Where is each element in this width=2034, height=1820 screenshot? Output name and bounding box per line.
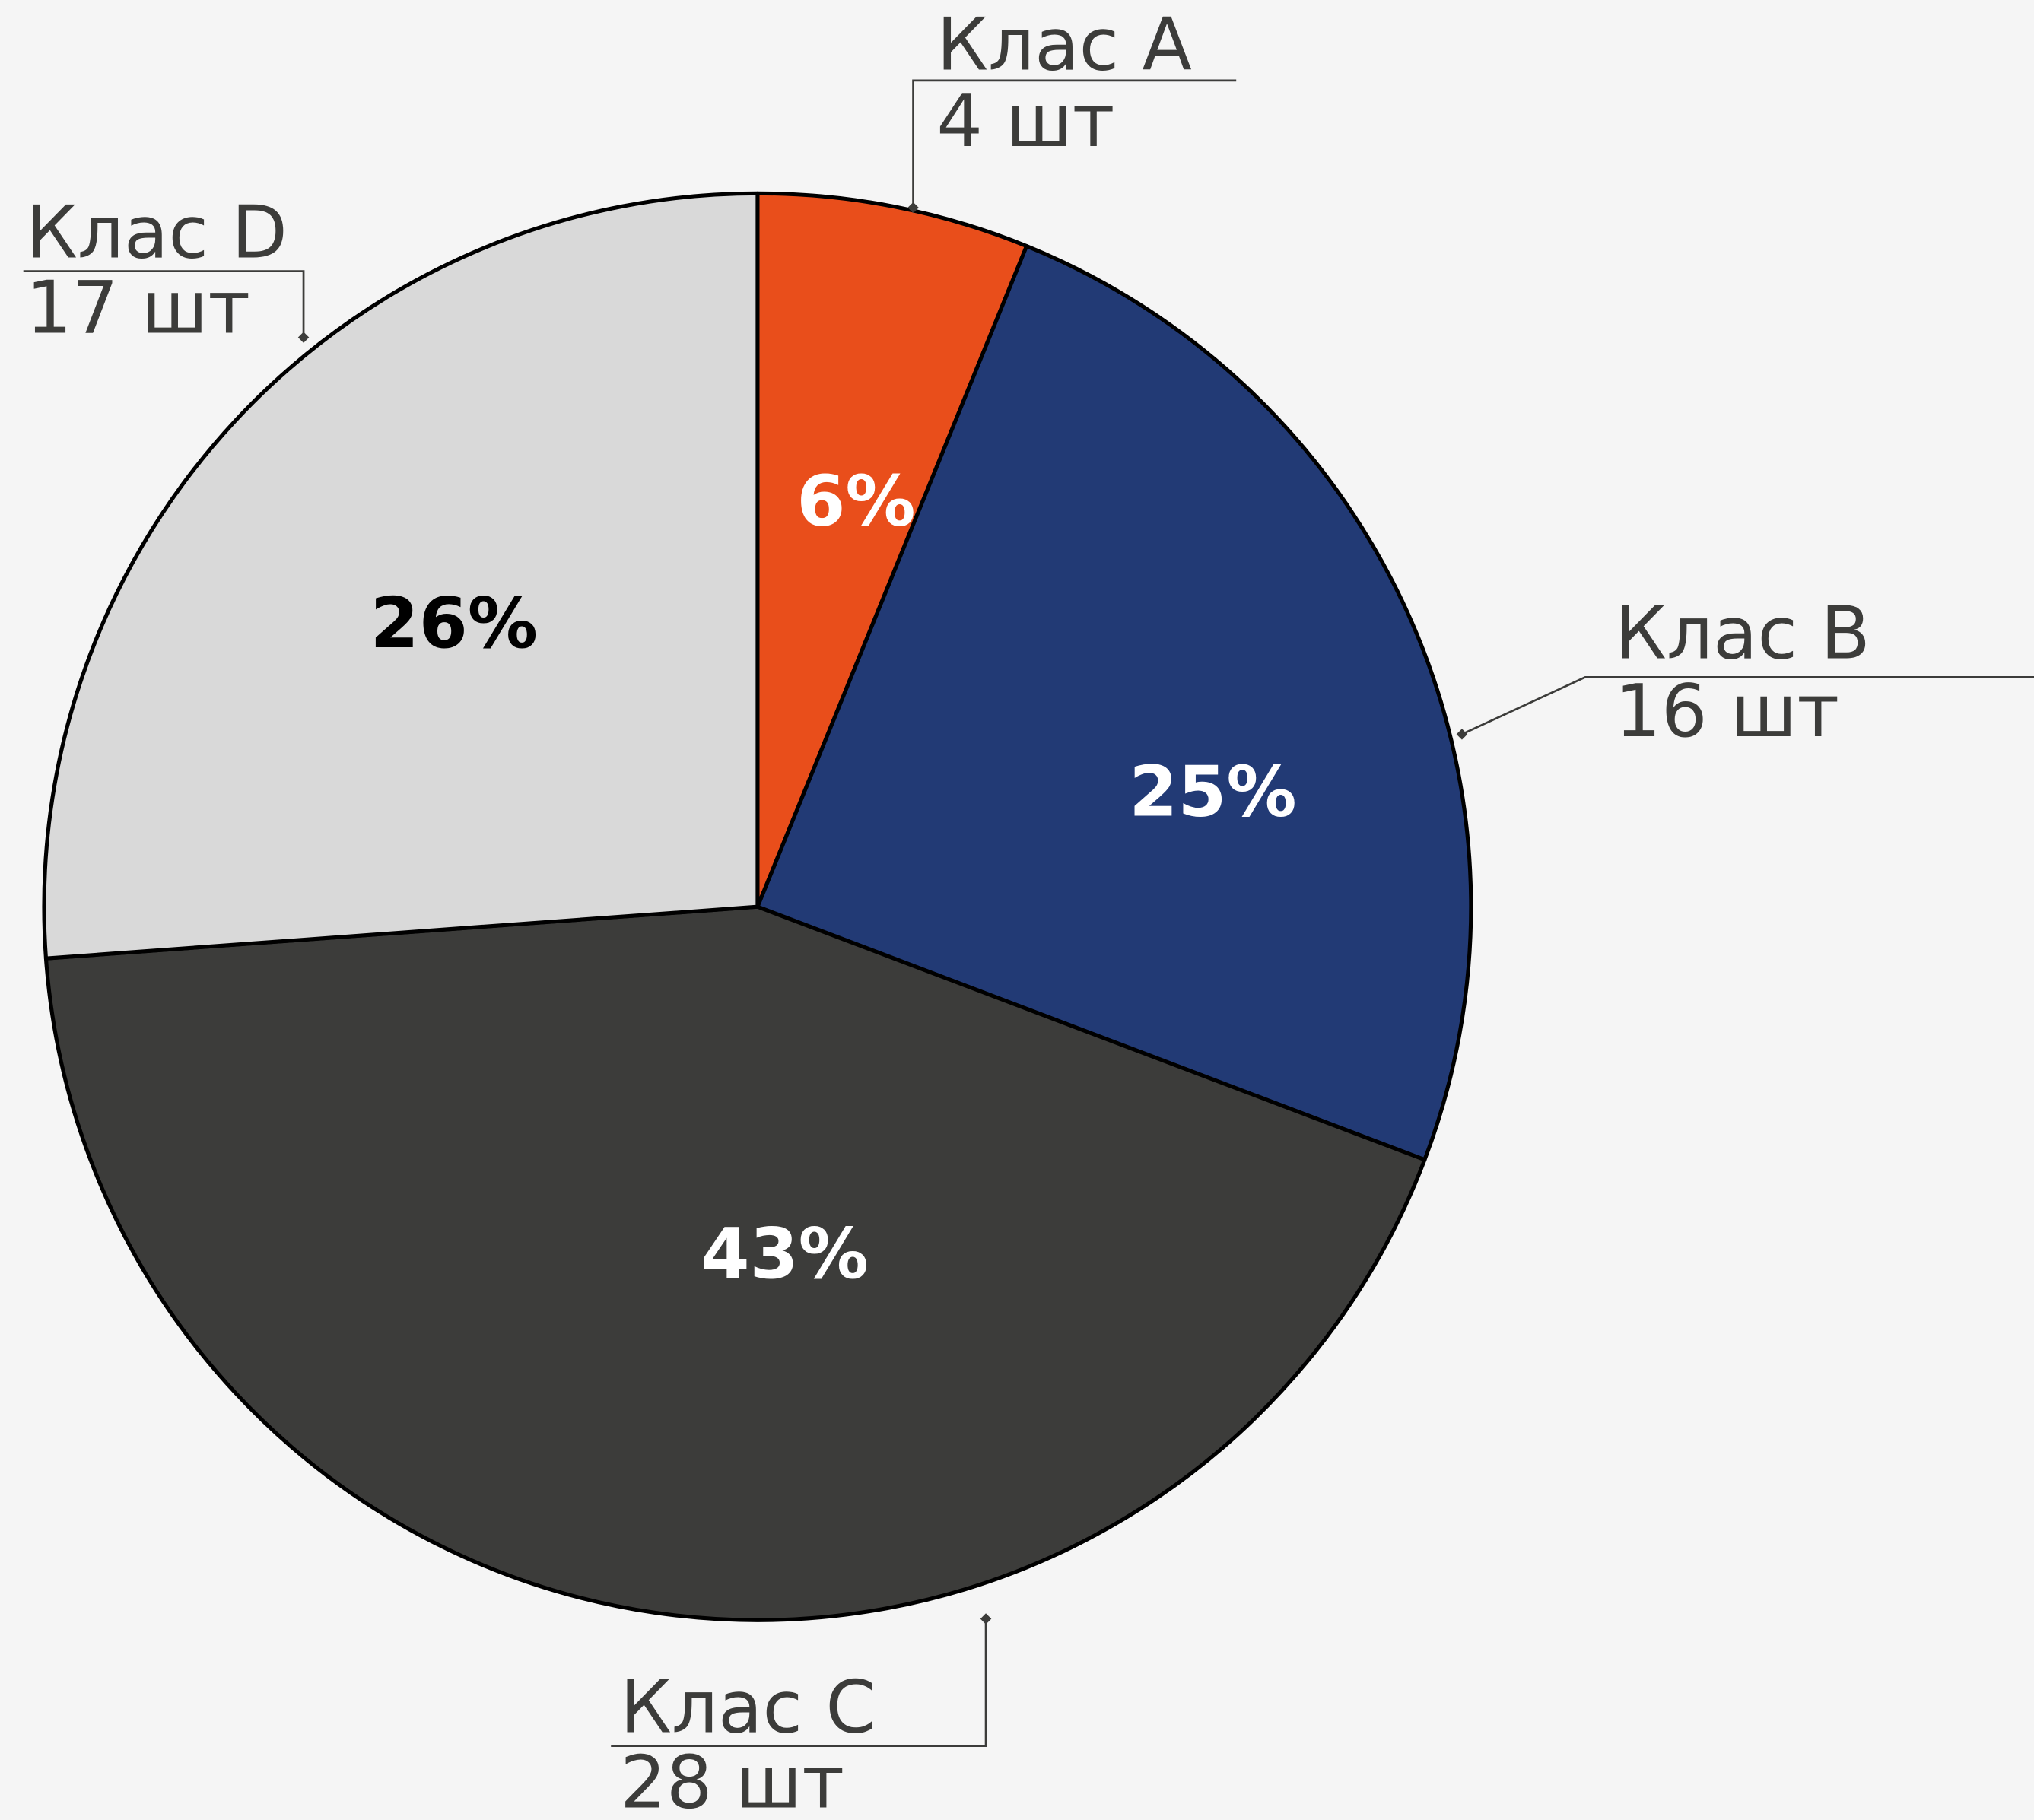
- leader-line: [912, 79, 1237, 208]
- pie-slice: [43, 904, 1427, 1622]
- pie-slice: [755, 191, 1029, 909]
- percent-label: 43%: [701, 1213, 869, 1294]
- category-label: Клас A: [936, 2, 1192, 87]
- leader-line: [23, 270, 305, 338]
- leader-line: [1461, 676, 2034, 735]
- leader-dot: [1456, 729, 1468, 740]
- leader-line: [611, 1618, 987, 1747]
- percent-label: 25%: [1129, 751, 1296, 833]
- leader-dot: [297, 332, 310, 343]
- percent-label: 6%: [796, 461, 915, 542]
- category-label: Клас D: [26, 190, 288, 275]
- value-label: 4 шт: [936, 78, 1114, 164]
- percent-label: 26%: [370, 583, 538, 664]
- category-label: Клас B: [1615, 591, 1870, 676]
- value-label: 28 шт: [620, 1740, 844, 1820]
- value-label: 16 шт: [1615, 669, 1839, 754]
- leader-dot: [980, 1613, 992, 1625]
- category-label: Клас C: [620, 1665, 876, 1750]
- pie-slice: [755, 243, 1473, 1162]
- pie-slice: [42, 191, 760, 961]
- value-label: 17 шт: [26, 265, 250, 351]
